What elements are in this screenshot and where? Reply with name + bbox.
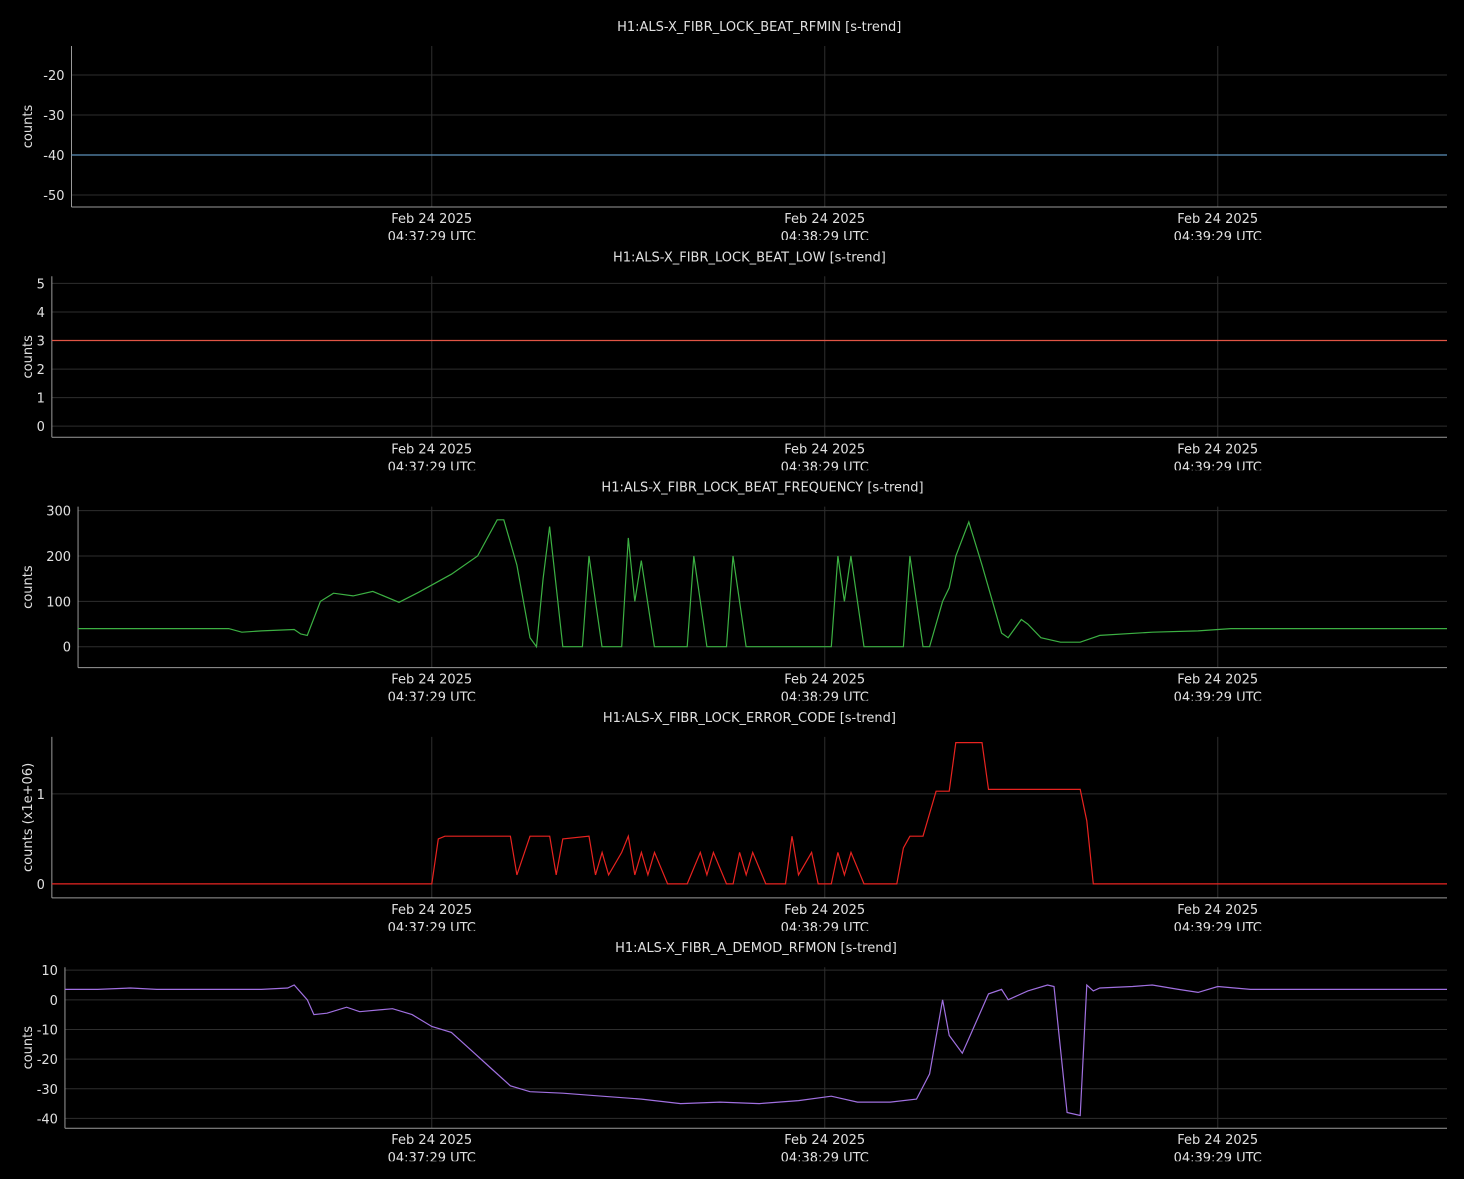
x-tick-label: Feb 24 2025 04:38:29 UTC <box>781 903 869 936</box>
x-tick-label: Feb 24 2025 04:39:29 UTC <box>1174 673 1262 706</box>
y-tick-label: 5 <box>37 277 45 292</box>
panel: H1:ALS-X_FIBR_A_DEMOD_RFMON [s-trend] cou… <box>21 941 1447 1166</box>
y-axis-label: counts <box>21 1026 36 1070</box>
y-axis-label: counts <box>21 335 36 379</box>
y-tick-label: -30 <box>37 1083 58 1098</box>
y-tick-label: 3 <box>37 335 45 350</box>
chart-title: H1:ALS-X_FIBR_LOCK_BEAT_RFMIN [s-trend] <box>617 20 901 35</box>
x-tick-label: Feb 24 2025 04:38:29 UTC <box>781 1133 869 1166</box>
x-ticks: Feb 24 2025 04:37:29 UTC Feb 24 2025 04:38:… <box>388 673 1262 706</box>
chart-title: H1:ALS-X_FIBR_LOCK_ERROR_CODE [s-trend] <box>603 711 896 726</box>
x-tick-label: Feb 24 2025 04:37:29 UTC <box>388 212 476 245</box>
y-tick-label: 0 <box>50 994 58 1009</box>
y-tick-label: -20 <box>37 1053 58 1068</box>
y-axis-label: counts <box>21 105 36 149</box>
y-tick-label: 4 <box>37 306 45 321</box>
y-tick-label: 2 <box>37 363 45 378</box>
x-tick-label: Feb 24 2025 04:37:29 UTC <box>388 673 476 706</box>
x-ticks: Feb 24 2025 04:37:29 UTC Feb 24 2025 04:38:… <box>388 442 1262 475</box>
y-tick-label: 1 <box>37 392 45 407</box>
y-tick-label: -40 <box>37 1112 58 1127</box>
y-tick-label: -10 <box>37 1023 58 1038</box>
x-tick-label: Feb 24 2025 04:37:29 UTC <box>388 442 476 475</box>
data-line <box>78 519 1447 649</box>
y-axis-label: counts (x1e+06) <box>21 763 36 872</box>
x-ticks: Feb 24 2025 04:37:29 UTC Feb 24 2025 04:38:… <box>388 903 1262 936</box>
x-tick-label: Feb 24 2025 04:39:29 UTC <box>1174 903 1262 936</box>
x-tick-label: Feb 24 2025 04:37:29 UTC <box>388 1133 476 1166</box>
chart-title: H1:ALS-X_FIBR_LOCK_BEAT_FREQUENCY [s-tre… <box>601 481 923 496</box>
y-tick-label: 0 <box>63 641 71 656</box>
x-tick-label: Feb 24 2025 04:39:29 UTC <box>1174 212 1262 245</box>
y-tick-label: 0 <box>37 420 45 435</box>
y-tick-label: -40 <box>43 149 64 164</box>
panel: H1:ALS-X_FIBR_LOCK_BEAT_RFMIN [s-trend] c… <box>21 20 1447 245</box>
x-tick-label: Feb 24 2025 04:39:29 UTC <box>1174 1133 1262 1166</box>
y-tick-label: 10 <box>41 964 58 979</box>
data-line <box>65 983 1447 1117</box>
x-tick-label: Feb 24 2025 04:37:29 UTC <box>388 903 476 936</box>
x-tick-label: Feb 24 2025 04:38:29 UTC <box>781 212 869 245</box>
chart-title: H1:ALS-X_FIBR_LOCK_BEAT_LOW [s-trend] <box>613 250 886 265</box>
x-tick-label: Feb 24 2025 04:39:29 UTC <box>1174 442 1262 475</box>
panel: H1:ALS-X_FIBR_LOCK_BEAT_LOW [s-trend] cou… <box>21 250 1447 475</box>
y-tick-label: 0 <box>37 878 45 893</box>
y-tick-label: 100 <box>46 595 71 610</box>
x-ticks: Feb 24 2025 04:37:29 UTC Feb 24 2025 04:38:… <box>388 1133 1262 1166</box>
x-tick-label: Feb 24 2025 04:38:29 UTC <box>781 442 869 475</box>
y-tick-label: 1 <box>37 788 45 803</box>
y-tick-label: -50 <box>43 189 64 204</box>
y-tick-label: -30 <box>43 109 64 124</box>
y-tick-label: 200 <box>46 550 71 565</box>
panel: H1:ALS-X_FIBR_LOCK_ERROR_CODE [s-trend] c… <box>21 711 1447 936</box>
x-ticks: Feb 24 2025 04:37:29 UTC Feb 24 2025 04:38:… <box>388 212 1262 245</box>
chart-title: H1:ALS-X_FIBR_A_DEMOD_RFMON [s-trend] <box>615 941 897 956</box>
data-line <box>51 742 1447 885</box>
y-axis-label: counts <box>21 565 36 609</box>
x-tick-label: Feb 24 2025 04:38:29 UTC <box>781 673 869 706</box>
y-tick-label: -20 <box>43 69 64 84</box>
panel: H1:ALS-X_FIBR_LOCK_BEAT_FREQUENCY [s-tre… <box>21 481 1447 706</box>
y-tick-label: 300 <box>46 505 71 520</box>
